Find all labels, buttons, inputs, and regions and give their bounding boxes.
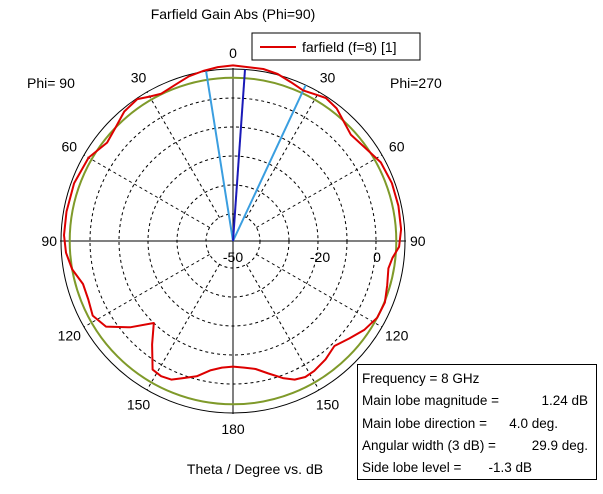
info-angular-width: Angular width (3 dB) = [362, 438, 496, 453]
grid-spoke [146, 264, 220, 391]
polar-grid [60, 68, 406, 414]
radial-tick-label: 0 [373, 249, 381, 265]
angle-tick-label: 90 [41, 233, 57, 249]
angle-tick-label: 60 [62, 139, 78, 155]
info-side-lobe-level: Side lobe level = [362, 460, 461, 475]
angle-tick-label: 30 [131, 69, 147, 85]
phi-right-label: Phi=270 [390, 75, 442, 91]
info-main-lobe-magnitude-label: Main lobe magnitude = [362, 393, 499, 408]
beamwidth-line [205, 70, 234, 242]
angle-tick-label: 30 [320, 69, 336, 85]
angle-tick-label: 90 [410, 233, 426, 249]
info-side-lobe-level-label: Side lobe level = [362, 460, 462, 475]
angle-tick-label: 150 [127, 397, 151, 413]
info-side-lobe-level-value: -1.3 dB [488, 460, 532, 475]
info-main-lobe-magnitude: Main lobe magnitude = [362, 393, 499, 408]
info-frequency-label: Frequency = 8 GHz [362, 371, 480, 386]
info-main-lobe-direction-label: Main lobe direction = [362, 416, 487, 431]
overlay-lines [68, 69, 398, 406]
grid-spoke [256, 254, 383, 328]
x-axis-label: Theta / Degree vs. dB [187, 461, 323, 477]
angle-tick-labels: 0 30 60 90 120 150 180 150 120 90 60 30 [41, 45, 425, 437]
angle-tick-label: 120 [58, 328, 82, 344]
angle-tick-label: 0 [229, 45, 237, 61]
info-angular-width-value: 29.9 deg. [531, 438, 588, 453]
info-main-lobe-direction-value: 4.0 deg. [509, 416, 558, 431]
legend-entry: farfield (f=8) [1] [302, 39, 397, 55]
info-main-lobe-direction: Main lobe direction = [362, 416, 487, 431]
info-main-lobe-magnitude-value: 1.24 dB [541, 393, 588, 408]
radial-tick-label: -20 [310, 249, 330, 265]
grid-spoke [246, 264, 320, 391]
phi-left-label: Phi= 90 [27, 75, 75, 91]
radial-tick-labels: -50 -20 0 [223, 249, 381, 265]
main-lobe-line [232, 69, 246, 242]
grid-spoke [246, 91, 320, 218]
info-angular-width-label: Angular width (3 dB) = [362, 438, 496, 453]
grid-spoke [256, 154, 383, 228]
info-box: Frequency = 8 GHz Main lobe magnitude = … [357, 364, 597, 480]
angle-tick-label: 120 [385, 328, 409, 344]
angle-tick-label: 150 [316, 397, 340, 413]
angle-tick-label: 60 [389, 139, 405, 155]
info-frequency: Frequency = 8 GHz [362, 371, 479, 386]
chart-title: Farfield Gain Abs (Phi=90) [151, 6, 316, 22]
grid-spoke [83, 254, 210, 328]
radial-tick-label: -50 [223, 249, 243, 265]
series-line [63, 64, 403, 381]
grid-spoke [146, 91, 220, 218]
series-layer [63, 64, 403, 381]
beamwidth-line [232, 84, 307, 242]
grid-spoke [83, 154, 210, 228]
angle-tick-label: 180 [221, 421, 245, 437]
threshold-circle [68, 76, 398, 406]
legend: farfield (f=8) [1] [251, 32, 421, 61]
